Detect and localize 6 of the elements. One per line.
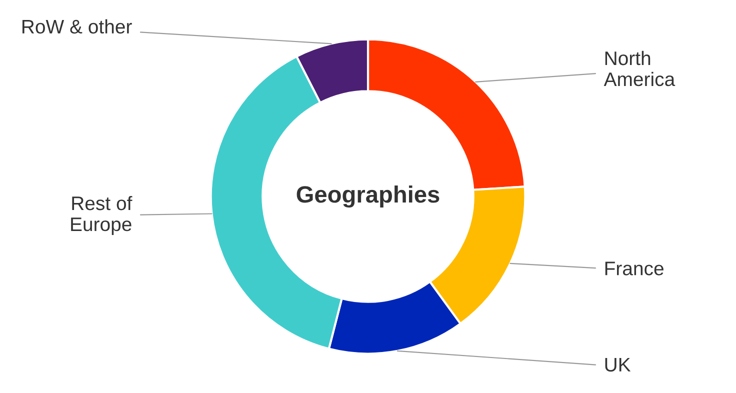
slice-label: RoW & other (22, 19, 132, 34)
slice-label: Rest of Europe (71, 196, 132, 236)
text: Geographies (296, 185, 440, 208)
slice-label: France (605, 262, 664, 276)
slice-label: North America (604, 50, 676, 86)
slice-label: UK (605, 358, 631, 372)
